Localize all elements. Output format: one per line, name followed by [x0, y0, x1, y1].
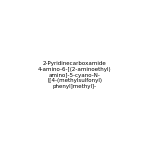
Text: 2-Pyridinecarboxamide
4-amino-6-[(2-aminoethyl)
amino]-5-cyano-N-
[[4-(methylsul: 2-Pyridinecarboxamide 4-amino-6-[(2-amin… [38, 61, 112, 89]
